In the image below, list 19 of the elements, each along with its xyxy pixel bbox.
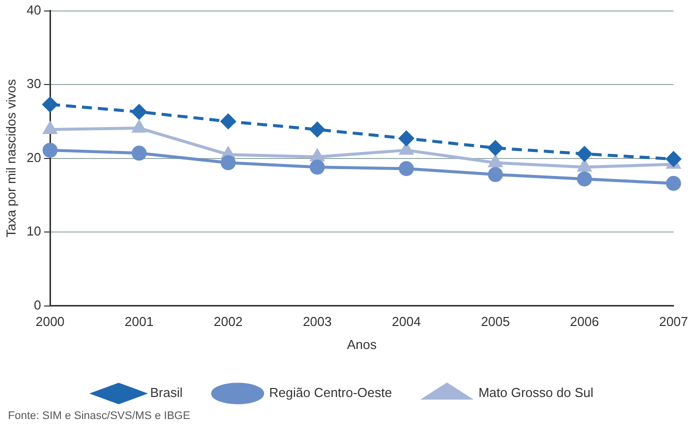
y-tick-label: 20 — [26, 150, 42, 165]
y-tick-label: 30 — [26, 76, 42, 92]
x-tick-label: 2006 — [570, 314, 599, 330]
x-tick-label: 2003 — [302, 314, 332, 330]
source-note: Fonte: SIM e Sinasc/SVS/MS e IBGE — [8, 410, 192, 422]
y-tick-label: 10 — [26, 224, 42, 239]
legend-label: Região Centro-Oeste — [269, 385, 392, 400]
x-tick-label: 2001 — [124, 314, 154, 330]
y-tick-label: 0 — [34, 297, 42, 312]
y-tick-label: 40 — [26, 2, 42, 18]
x-tick-label: 2002 — [214, 314, 243, 330]
x-axis-title: Anos — [346, 336, 378, 352]
x-tick-label: 2007 — [659, 314, 688, 330]
x-tick-label: 2005 — [480, 314, 510, 330]
legend-label: Brasil — [150, 385, 183, 400]
x-tick-label: 2004 — [392, 314, 421, 330]
legend-label: Mato Grosso do Sul — [478, 385, 594, 400]
x-tick-label: 2000 — [36, 314, 65, 330]
y-axis-title: Taxa por mil nascidos vivos — [3, 78, 18, 238]
